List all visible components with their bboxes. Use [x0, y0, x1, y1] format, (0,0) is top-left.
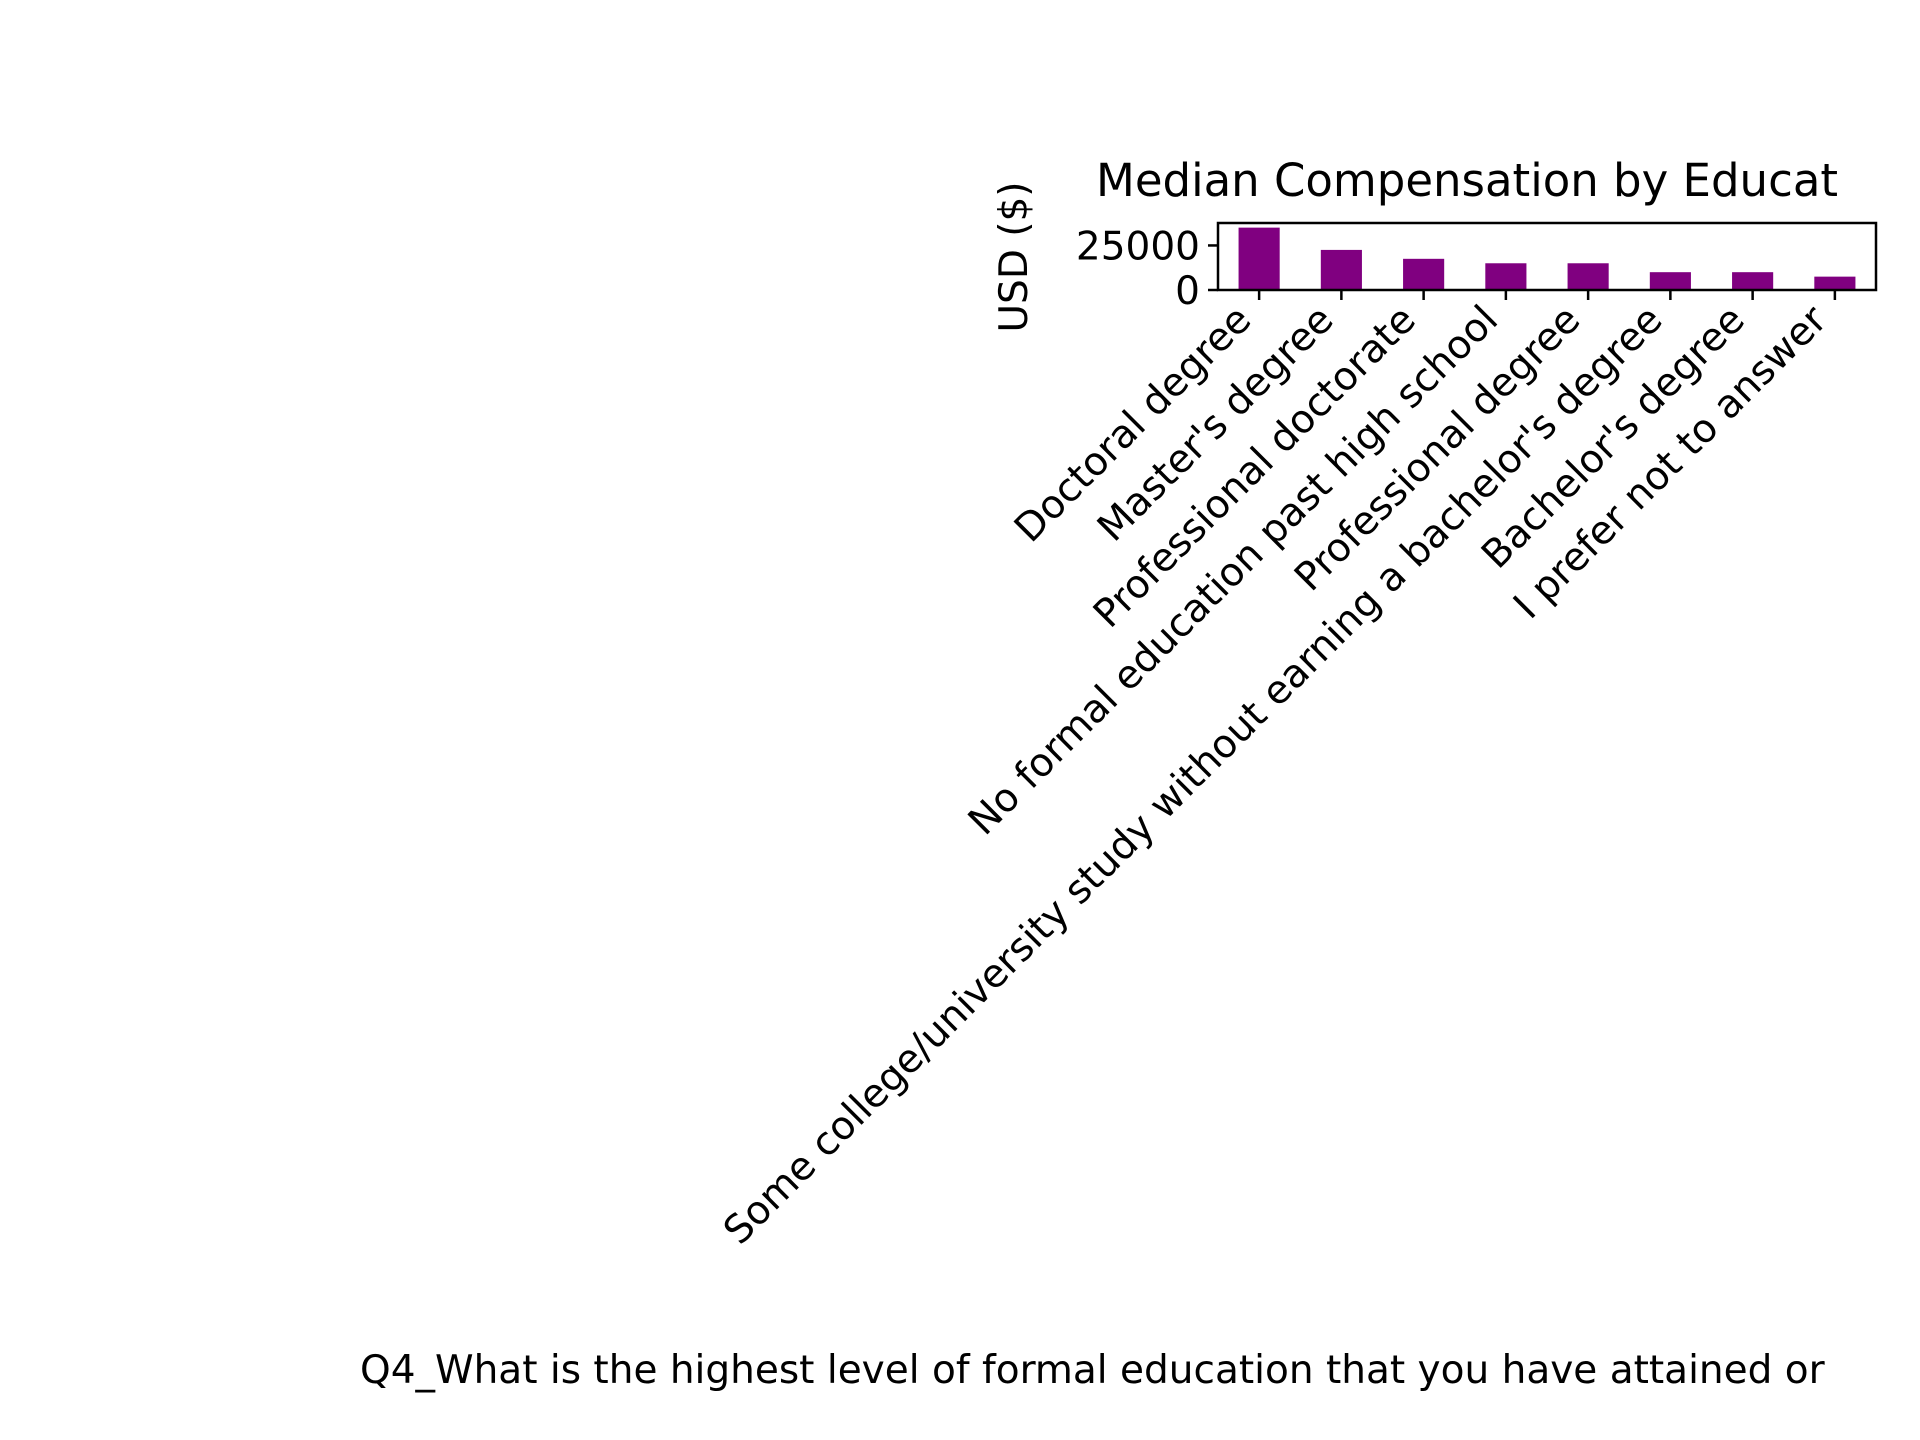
- bar-5: [1649, 272, 1691, 290]
- y-axis-label: USD ($): [992, 182, 1037, 333]
- bars-group: [1238, 227, 1856, 290]
- bar-4: [1567, 263, 1609, 290]
- bar-1: [1320, 249, 1362, 290]
- x-axis-label: Q4_What is the highest level of formal e…: [360, 1348, 1826, 1393]
- bar-0: [1238, 227, 1280, 290]
- y-tick-label-1: 25000: [1076, 224, 1200, 269]
- bar-3: [1485, 263, 1527, 290]
- bar-7: [1814, 276, 1856, 290]
- bar-2: [1403, 258, 1445, 290]
- y-tick-label-0: 0: [1175, 269, 1200, 314]
- chart-title: Median Compensation by Educat: [1096, 154, 1838, 207]
- plot-frame: [1216, 221, 1878, 292]
- bar-6: [1732, 272, 1774, 290]
